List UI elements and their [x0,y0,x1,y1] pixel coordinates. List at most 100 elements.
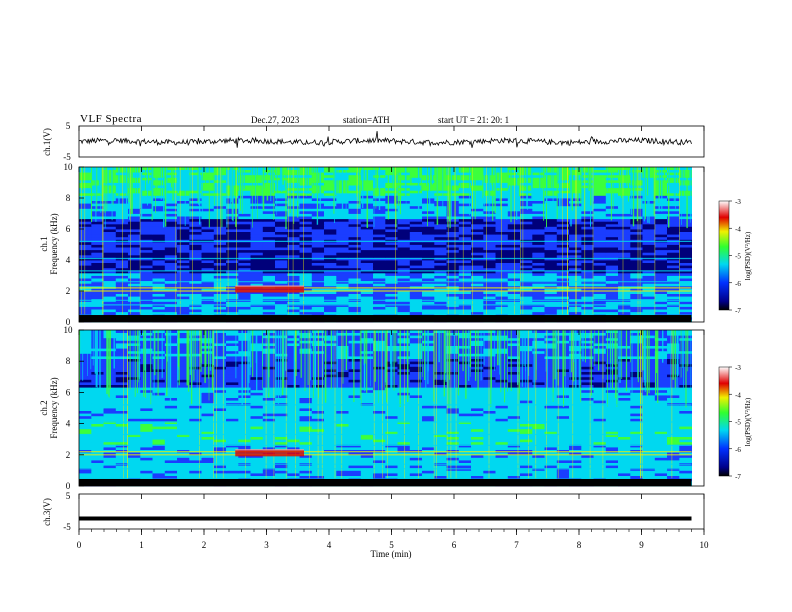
spectrogram-cell [397,301,411,305]
spectrogram-cell [250,234,264,238]
spectrogram-cell [679,177,692,181]
spectrogram-cell [79,293,92,297]
spectrogram-cell [348,408,362,411]
spectrogram-cell [679,293,692,297]
spectrogram-cell [507,470,521,474]
spectrogram-cell [471,208,484,212]
spectrogram-cell [287,293,300,297]
spectrogram-cell [630,172,643,176]
spectrogram-cell [446,439,460,443]
spectrogram-cell [556,229,570,232]
spectrogram-cell [458,473,472,476]
spectrogram-cell [238,439,251,443]
spectrogram-cell [630,210,643,214]
spectrogram-cell [373,260,386,263]
spectrogram-cell [164,265,178,269]
spectrogram-cell [201,182,215,186]
spectrogram-cell [115,410,129,414]
spectrogram-cell [618,229,631,232]
spectrogram-cell [275,311,288,315]
spectrogram-cell [299,205,313,209]
spectrogram-cell [373,434,386,437]
spectrogram-cell [152,283,166,287]
spectrogram-cell [593,452,607,456]
spectrogram-cell [324,247,337,251]
spectrogram-cell [275,195,288,199]
spectrogram-cell [409,205,423,209]
spectrogram-cell [605,293,619,297]
spectrogram-cell [471,267,484,271]
spectrogram-cell [593,283,607,287]
spectrogram-cell [373,270,386,274]
spectrogram-cell [226,439,239,443]
spectrogram-cell [520,426,533,430]
spectrogram-cell [79,275,92,279]
spectrogram-cell [385,265,398,269]
spectrogram-cell [226,288,239,292]
spectrogram-cell [262,169,276,173]
spectrogram-cell [495,179,509,183]
spectrogram-cell [262,174,276,178]
spectrogram-cell [152,195,166,199]
spectrogram-cell [91,265,104,269]
spectrogram-cell [507,205,521,209]
spectrogram-cell [532,270,545,274]
spectrogram-cell [471,262,484,266]
spectrogram-cell [434,195,447,199]
spectrogram-cell [642,293,656,297]
spectrogram-cell [532,254,545,258]
spectrogram-cell [642,216,656,220]
spectrogram-cell [434,218,447,222]
spectrogram-cell [409,306,423,310]
spectrogram-cell [532,203,545,207]
spectrogram-cell [556,309,570,313]
spectrogram-cell [262,439,276,443]
spectrogram-cell [348,167,362,170]
spectrogram-cell [140,221,153,225]
spectrogram-cell [630,475,643,479]
spectrogram-cell [373,439,386,443]
spectrogram-cell [103,441,117,445]
spectrogram-cell [91,187,104,191]
spectrogram-cell [409,198,423,201]
spectrogram-cell [128,208,141,212]
spectrogram-cell [446,205,460,209]
spectrogram-cell [630,249,643,253]
spectrogram-cell [373,278,386,282]
spectrogram-cell [385,210,398,214]
spectrogram-cell [569,434,582,437]
spectrogram-cell [385,475,398,479]
spectrogram-cell [679,418,692,422]
spectrogram-cell [262,293,276,297]
spectrogram-cell [385,413,398,417]
spectrogram-cell [630,241,643,245]
spectrogram-cell [667,177,680,181]
spectrogram-cell [556,291,570,294]
spectrogram-cell [569,405,582,409]
spectrogram-cell [507,413,521,417]
spectrogram-cell [654,439,668,443]
spectrogram-cell [458,447,472,450]
spectrogram-cell [569,428,582,432]
spectrogram-cell [605,413,619,417]
spectrogram-cell [630,457,643,461]
spectrogram-cell [556,187,570,191]
spectrogram-cell [201,434,215,437]
spectrogram-cell [495,213,509,217]
spectrogram-cell [201,291,215,294]
spectrogram-cell [654,418,668,422]
spectrogram-cell [91,267,104,271]
spectrogram-cell [458,205,472,209]
spectrogram-cell [556,221,570,225]
spectrogram-cell [115,413,129,417]
spectrogram-cell [140,200,153,204]
spectrogram-cell [458,252,472,256]
spectrogram-cell [520,218,533,222]
spectrogram-cell [103,408,117,411]
spectrogram-cell [679,439,692,443]
spectrogram-cell [397,174,411,178]
spectrogram-cell [593,226,607,230]
spectrogram-cell [471,216,484,220]
spectrogram-cell [348,195,362,199]
spectrogram-cell [275,229,288,232]
